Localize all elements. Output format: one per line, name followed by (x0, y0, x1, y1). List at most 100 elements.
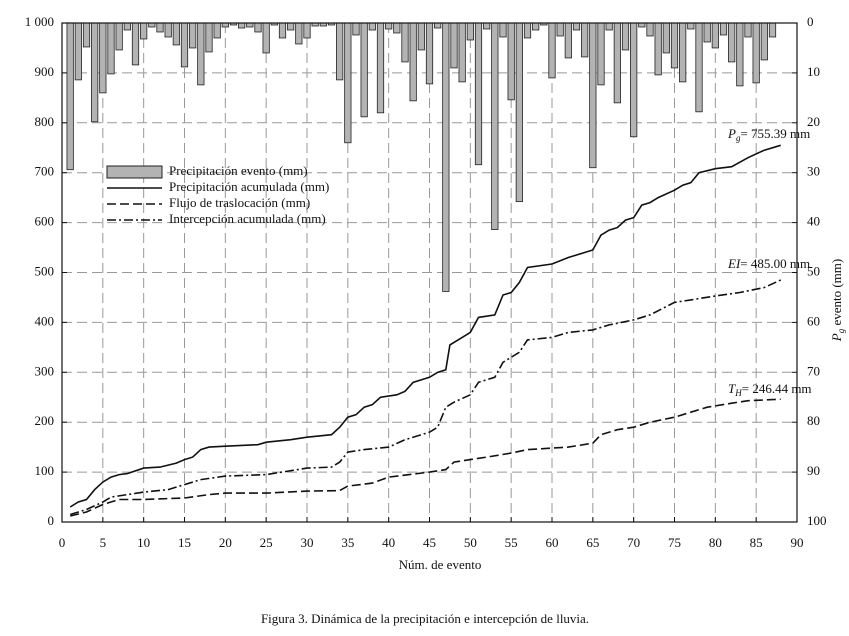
bar (679, 22, 687, 83)
bar (123, 22, 131, 31)
y2-tick-label: 80 (807, 413, 820, 428)
bar (450, 22, 458, 69)
y-tick-label: 400 (35, 313, 55, 328)
bar (197, 22, 205, 86)
bar (368, 22, 376, 31)
y2-axis-label: Pg evento (mm) (829, 259, 846, 343)
bar (760, 22, 768, 61)
annotation: EI= 485.00 mm (727, 256, 810, 271)
x-tick-label: 15 (178, 535, 191, 550)
bar (91, 22, 99, 123)
bar (719, 22, 728, 36)
bar (589, 22, 597, 169)
y2-tick-label: 60 (807, 313, 820, 328)
bar (417, 22, 425, 51)
bar (425, 22, 434, 85)
bar (499, 22, 507, 38)
y-tick-label: 500 (35, 263, 55, 278)
x-tick-label: 20 (219, 535, 232, 550)
bar (254, 22, 262, 33)
y-tick-label: 200 (35, 413, 55, 428)
y2-axis-label-main: P (829, 333, 844, 342)
x-axis-label: Núm. de evento (399, 557, 482, 572)
y-tick-label: 100 (35, 463, 55, 478)
y-tick-label: 300 (35, 363, 55, 378)
y-tick-label: 600 (35, 214, 55, 229)
bar (597, 22, 605, 86)
annotation-sub: H (734, 388, 742, 398)
y2-tick-label: 90 (807, 463, 820, 478)
x-tick-label: 50 (464, 535, 477, 550)
bar (156, 22, 164, 33)
y2-tick-label: 100 (807, 513, 827, 528)
bar (613, 22, 621, 104)
x-tick-label: 80 (709, 535, 722, 550)
bar (442, 22, 450, 292)
bar (605, 22, 613, 31)
bar (172, 22, 180, 46)
bar (278, 22, 287, 39)
x-tick-label: 60 (546, 535, 559, 550)
legend-label: Precipitación acumulada (mm) (169, 179, 329, 194)
bar (238, 22, 246, 29)
y2-tick-label: 30 (807, 164, 820, 179)
bar (711, 22, 719, 49)
plot-frame (61, 22, 798, 523)
bar (768, 22, 777, 38)
y-tick-label: 900 (35, 64, 55, 79)
bar (360, 22, 368, 118)
x-tick-label: 10 (137, 535, 150, 550)
bar (752, 22, 760, 84)
bar (483, 22, 491, 30)
x-tick-label: 30 (301, 535, 314, 550)
bar (376, 22, 385, 114)
annotation-main: T (728, 381, 736, 396)
y2-tick-label: 40 (807, 214, 820, 229)
bar (491, 22, 499, 230)
bar (409, 22, 417, 102)
bar (352, 22, 360, 36)
x-tick-label: 5 (100, 535, 107, 550)
bar (695, 22, 703, 113)
bar (99, 22, 107, 94)
legend-label: Intercepción acumulada (mm) (169, 211, 326, 226)
bar (744, 22, 752, 38)
annotation: TH= 246.44 mm (728, 381, 812, 398)
bar (556, 22, 564, 37)
bar (401, 22, 409, 63)
x-tick-label: 25 (260, 535, 273, 550)
bar (107, 22, 115, 75)
bar (687, 22, 695, 30)
bar (74, 22, 82, 81)
legend-label: Flujo de traslocación (mm) (169, 195, 310, 210)
bar (654, 22, 662, 76)
bar (662, 22, 670, 54)
x-tick-label: 65 (586, 535, 599, 550)
x-tick-label: 40 (382, 535, 395, 550)
bar (728, 22, 736, 63)
y2-tick-label: 0 (807, 14, 814, 29)
bar (572, 22, 581, 31)
bar (532, 22, 540, 31)
bar (287, 22, 295, 31)
x-tick-label: 70 (627, 535, 640, 550)
annotation-rest: = 246.44 mm (742, 381, 812, 396)
bar (115, 22, 123, 51)
y-tick-label: 0 (48, 513, 55, 528)
bar (262, 22, 270, 54)
y2-axis-label-rest: evento (mm) (829, 259, 844, 329)
bar (131, 22, 140, 66)
bar (621, 22, 630, 51)
x-tick-label: 75 (668, 535, 681, 550)
y2-tick-label: 10 (807, 64, 820, 79)
bar (295, 22, 303, 45)
bar (564, 22, 572, 59)
bar (213, 22, 221, 39)
bar (180, 22, 189, 68)
caption: Figura 3. Dinámica de la precipitación e… (261, 611, 589, 626)
bar (474, 22, 483, 166)
bar (164, 22, 172, 38)
x-tick-label: 55 (505, 535, 518, 550)
bar (385, 22, 393, 30)
